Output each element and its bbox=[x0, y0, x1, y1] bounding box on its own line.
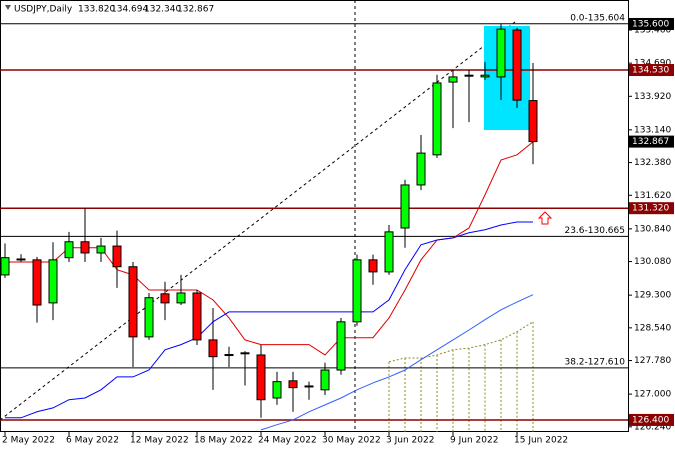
y-tick-label: 128.540 bbox=[634, 323, 671, 333]
candle-body bbox=[0, 257, 10, 276]
price-tag-label: 134.530 bbox=[632, 66, 669, 76]
cloud-edge bbox=[388, 321, 534, 363]
candle-body bbox=[464, 74, 474, 77]
candle-body bbox=[528, 100, 538, 143]
arrow-up bbox=[537, 211, 553, 225]
candle-body bbox=[304, 385, 314, 388]
candle-body bbox=[128, 266, 138, 338]
y-tick-label: 133.920 bbox=[634, 92, 671, 102]
candle-body bbox=[192, 292, 202, 341]
price-tag-label: 131.320 bbox=[632, 204, 669, 214]
candle-body bbox=[176, 292, 186, 304]
candle-body bbox=[64, 241, 74, 259]
symbol: USDJPY,Daily bbox=[14, 5, 73, 15]
candle-body bbox=[144, 297, 154, 338]
header-open: 133.820 bbox=[78, 5, 115, 15]
candle-body bbox=[496, 28, 506, 78]
y-tick-label: 133.140 bbox=[634, 125, 671, 135]
x-tick-label: 30 May 2022 bbox=[322, 436, 381, 446]
x-tick-label: 6 May 2022 bbox=[66, 436, 119, 446]
candle-body bbox=[448, 76, 458, 83]
candle-body bbox=[384, 231, 394, 273]
candle-body bbox=[320, 369, 330, 391]
y-tick-label: 132.380 bbox=[634, 158, 671, 168]
y-tick-label: 131.620 bbox=[634, 191, 671, 201]
candle-body bbox=[480, 74, 490, 78]
x-tick-label: 9 Jun 2022 bbox=[450, 436, 498, 446]
candle-body bbox=[400, 184, 410, 229]
y-tick-label: 127.000 bbox=[634, 390, 671, 400]
y-tick-label: 129.300 bbox=[634, 291, 671, 301]
price-tag-box bbox=[629, 135, 674, 148]
indicator-line bbox=[5, 221, 533, 419]
collapse-icon bbox=[5, 5, 11, 10]
y-tick-label: 126.240 bbox=[634, 422, 671, 432]
indicator-line bbox=[260, 294, 534, 431]
price-tag-label: 126.400 bbox=[632, 415, 669, 425]
candle-body bbox=[336, 321, 346, 371]
candle-body bbox=[224, 354, 234, 357]
candle-body bbox=[368, 259, 378, 273]
candle-body bbox=[80, 241, 90, 254]
candle-body bbox=[208, 339, 218, 358]
candle-body bbox=[48, 259, 58, 304]
candle-body bbox=[352, 259, 362, 323]
price-tag-label: 135.600 bbox=[632, 19, 669, 29]
y-tick-label: 127.780 bbox=[634, 356, 671, 366]
level-label: 38.2-127.610 bbox=[564, 357, 625, 367]
x-tick-label: 18 May 2022 bbox=[194, 436, 253, 446]
candle-body bbox=[416, 152, 426, 186]
header-low: 132.340 bbox=[144, 5, 181, 15]
candle-body bbox=[16, 258, 26, 261]
y-tick-label: 135.460 bbox=[634, 25, 671, 35]
x-tick-label: 15 Jun 2022 bbox=[514, 436, 568, 446]
level-label: 23.6-130.665 bbox=[564, 226, 625, 236]
candle-body bbox=[32, 259, 42, 306]
x-tick-label: 2 May 2022 bbox=[2, 436, 55, 446]
candle-body bbox=[160, 293, 170, 304]
trend-line bbox=[0, 21, 516, 421]
price-tag-box bbox=[629, 413, 674, 426]
highlight-box bbox=[484, 26, 530, 130]
plot-frame bbox=[0, 0, 629, 432]
y-tick-label: 130.080 bbox=[634, 257, 671, 267]
level-label: 0.0-135.604 bbox=[570, 13, 625, 23]
candle-body bbox=[256, 354, 266, 401]
candle-body bbox=[288, 380, 298, 389]
candle-body bbox=[96, 245, 106, 254]
header-close: 132.867 bbox=[177, 5, 214, 15]
x-tick-label: 3 Jun 2022 bbox=[386, 436, 434, 446]
candle-body bbox=[432, 82, 442, 156]
price-tag-box bbox=[629, 17, 674, 30]
price-tag-box bbox=[629, 64, 674, 77]
y-tick-label: 130.840 bbox=[634, 224, 671, 234]
y-tick-label: 134.690 bbox=[634, 59, 671, 69]
candle-body bbox=[272, 381, 282, 399]
header-high: 134.694 bbox=[111, 5, 148, 15]
price-tag-label: 132.867 bbox=[632, 137, 669, 147]
x-tick-label: 24 May 2022 bbox=[258, 436, 317, 446]
candle-body bbox=[240, 352, 250, 355]
candle-body bbox=[512, 29, 522, 101]
price-tag-box bbox=[629, 202, 674, 215]
candle-body bbox=[112, 245, 122, 268]
x-tick-label: 12 May 2022 bbox=[130, 436, 189, 446]
